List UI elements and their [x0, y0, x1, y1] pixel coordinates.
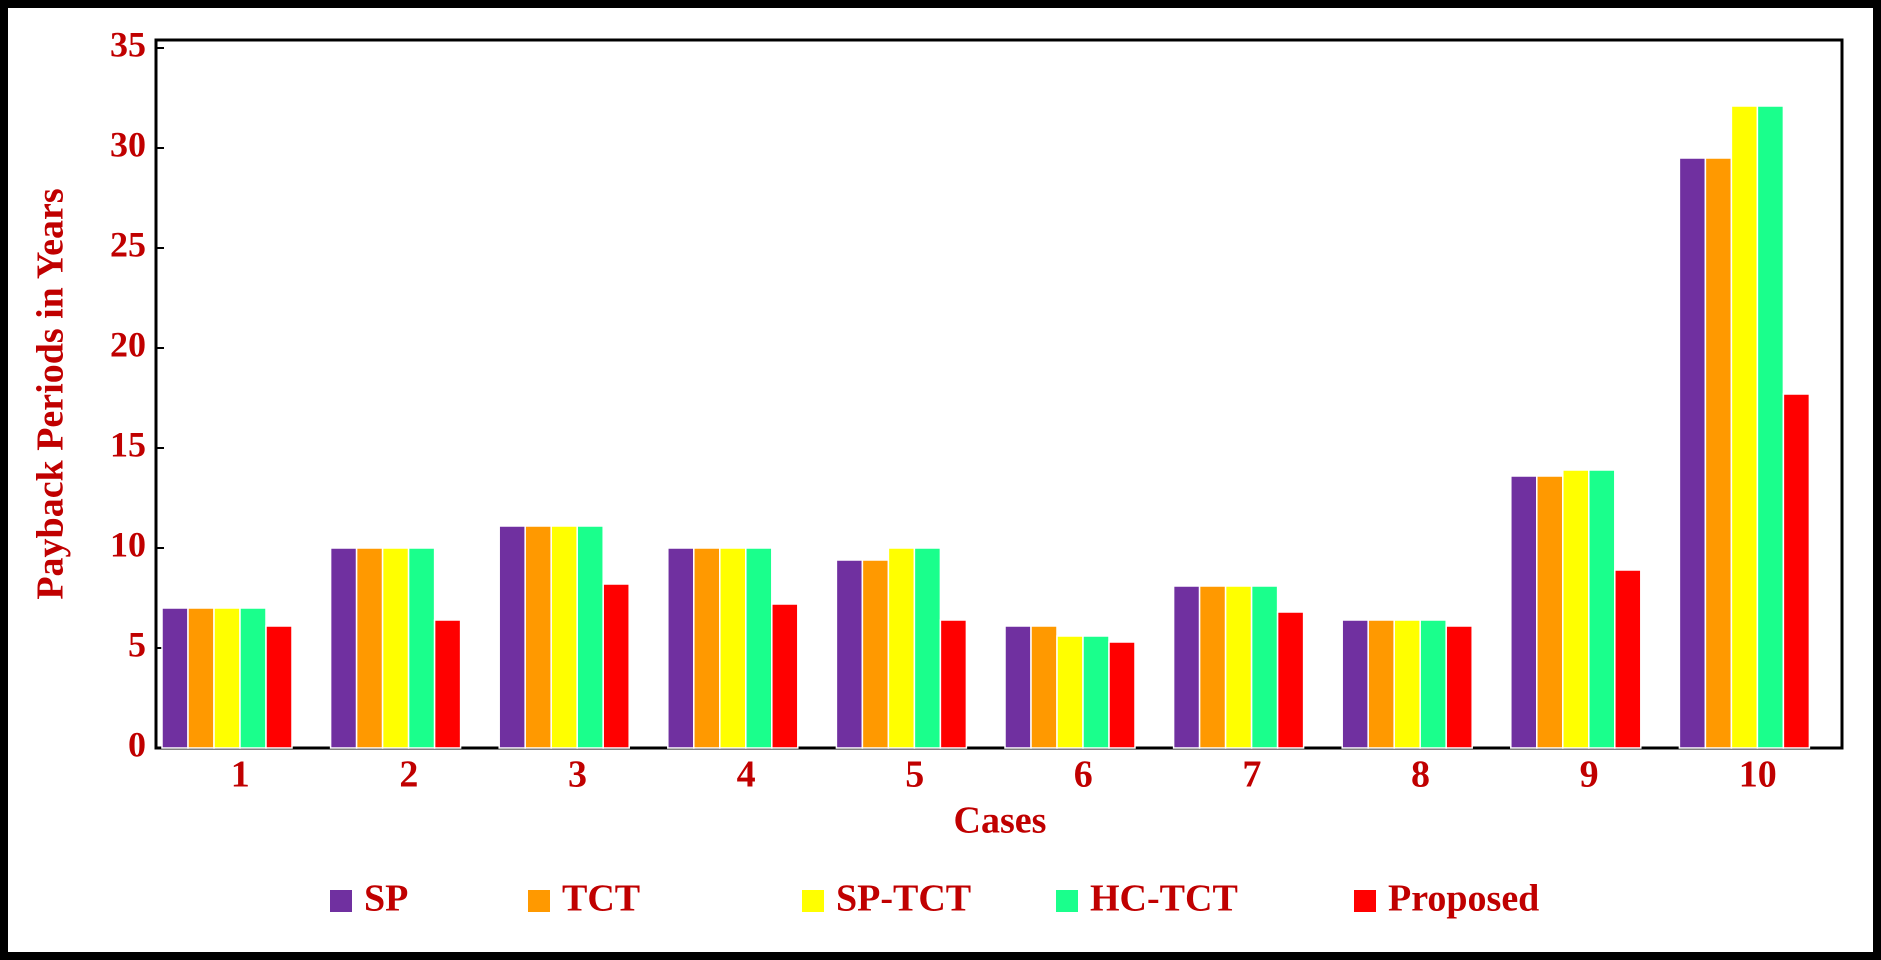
bar [187, 607, 215, 749]
bar [433, 619, 462, 749]
legend-label: HC-TCT [1090, 878, 1238, 920]
bar [667, 547, 695, 749]
bar [1510, 475, 1538, 749]
bar [407, 547, 436, 749]
bar [1588, 469, 1616, 749]
y-tick-label: 0 [128, 724, 146, 764]
x-tick-label: 3 [568, 754, 587, 796]
bar [1562, 469, 1590, 749]
legend-label: Proposed [1388, 878, 1539, 920]
bar [835, 559, 864, 749]
legend-swatch [1354, 890, 1376, 912]
y-tick-label: 35 [110, 24, 146, 64]
bar [1172, 585, 1201, 749]
y-tick-label: 15 [110, 424, 146, 464]
bar [355, 547, 384, 749]
legend-swatch [802, 890, 824, 912]
bar [861, 559, 890, 749]
x-tick-label: 7 [1242, 754, 1261, 796]
legend-label: TCT [562, 878, 640, 920]
x-tick-label: 9 [1580, 754, 1599, 796]
bar [1108, 641, 1136, 749]
bar [239, 607, 267, 749]
y-tick-label: 20 [110, 324, 146, 364]
bar [1341, 619, 1369, 749]
bar [1250, 585, 1279, 749]
bar [719, 547, 747, 749]
y-tick-label: 10 [110, 524, 146, 564]
bar [1730, 105, 1759, 749]
bar [1056, 635, 1084, 749]
bar [329, 547, 358, 749]
x-tick-label: 8 [1411, 754, 1430, 796]
bar [1536, 475, 1564, 749]
bar [1756, 105, 1785, 749]
bar [161, 607, 189, 749]
x-tick-label: 1 [231, 754, 250, 796]
bar [1082, 635, 1110, 749]
bar [1419, 619, 1447, 749]
legend-label: SP [364, 878, 408, 920]
bar [1704, 157, 1733, 749]
bar [498, 525, 526, 749]
y-tick-label: 5 [128, 624, 146, 664]
legend-label: SP-TCT [836, 878, 971, 920]
legend-swatch [528, 890, 550, 912]
legend-swatch [330, 890, 352, 912]
bar [1445, 625, 1473, 749]
x-tick-label: 4 [737, 754, 756, 796]
x-tick-label: 2 [399, 754, 418, 796]
legend-swatch [1056, 890, 1078, 912]
bar [550, 525, 578, 749]
x-tick-label: 6 [1074, 754, 1093, 796]
x-axis-label: Cases [954, 800, 1047, 842]
bar [1367, 619, 1395, 749]
bar [887, 547, 916, 749]
bar [939, 619, 968, 749]
bar [381, 547, 410, 749]
x-tick-label: 5 [905, 754, 924, 796]
bar [1276, 611, 1305, 749]
bar [1030, 625, 1058, 749]
bar [213, 607, 241, 749]
bar [1614, 569, 1642, 749]
bar [265, 625, 293, 749]
bar [576, 525, 604, 749]
bar [913, 547, 942, 749]
y-tick-label: 30 [110, 124, 146, 164]
bar [1004, 625, 1032, 749]
bar [745, 547, 773, 749]
x-tick-label: 10 [1739, 754, 1777, 796]
plot-area [154, 38, 1844, 750]
bar [524, 525, 552, 749]
bar [1198, 585, 1227, 749]
bar [693, 547, 721, 749]
bar [1678, 157, 1707, 749]
bar [1782, 393, 1811, 749]
bar [1393, 619, 1421, 749]
bar [602, 583, 630, 749]
bar [1224, 585, 1253, 749]
bar [771, 603, 799, 749]
y-tick-label: 25 [110, 224, 146, 264]
y-axis-label: Payback Periods in Years [30, 188, 72, 599]
